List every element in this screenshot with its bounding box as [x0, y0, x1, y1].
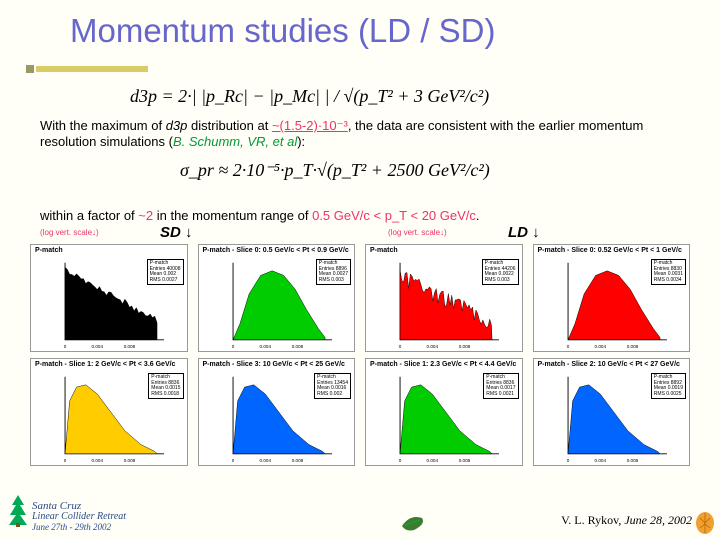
histogram-panel: P-matchP-matchEntries 40008Mean 0.002RMS… [30, 244, 188, 352]
svg-text:0.008: 0.008 [626, 344, 638, 349]
histogram-grid: P-matchP-matchEntries 40008Mean 0.002RMS… [30, 244, 690, 466]
log-scale-label-right: (log vert. scale↓) [388, 228, 447, 237]
svg-text:0.008: 0.008 [124, 458, 136, 463]
t: in the momentum range of [153, 208, 312, 223]
conf-line-3: June 27th - 29th 2002 [32, 523, 126, 532]
histogram-plot: 0 0.004 0.008 [201, 257, 353, 349]
sd-label: SD ↓ [160, 224, 193, 241]
citation: B. Schumm, VR, et al [173, 134, 297, 149]
histogram-plot: 0 0.004 0.008 [536, 371, 688, 463]
histogram-panel: P-match - Slice 1: 2 GeV/c < Pt < 3.6 Ge… [30, 358, 188, 466]
svg-text:0: 0 [64, 458, 67, 463]
svg-text:0.004: 0.004 [427, 458, 439, 463]
svg-text:0.004: 0.004 [594, 458, 606, 463]
t: ): [297, 134, 305, 149]
histogram-plot: 0 0.004 0.008 [33, 371, 185, 463]
accent-square [26, 65, 34, 73]
eq2-text: σ_pr ≈ 2·10⁻⁵·p_T·√(p_T² + 2500 GeV²/c²) [180, 160, 490, 180]
page-title: Momentum studies (LD / SD) [70, 12, 495, 50]
svg-text:0.004: 0.004 [92, 458, 104, 463]
svg-text:0: 0 [231, 344, 234, 349]
svg-text:0.008: 0.008 [459, 344, 471, 349]
panel-title: P-match [370, 247, 398, 254]
svg-text:0: 0 [566, 458, 569, 463]
svg-text:0: 0 [399, 344, 402, 349]
d3p: d3p [166, 118, 188, 133]
svg-text:0.004: 0.004 [594, 344, 606, 349]
equation-2: σ_pr ≈ 2·10⁻⁵·p_T·√(p_T² + 2500 GeV²/c²) [180, 160, 490, 181]
t: within a factor of [40, 208, 138, 223]
value-range: ~(1.5-2)·10⁻³ [272, 118, 348, 133]
panel-title: P-match - Slice 3: 10 GeV/c < Pt < 25 Ge… [203, 361, 345, 368]
histogram-panel: P-match - Slice 0: 0.5 GeV/c < Pt < 0.9 … [198, 244, 356, 352]
svg-text:0.004: 0.004 [427, 344, 439, 349]
body-text-1: With the maximum of d3p distribution at … [40, 118, 696, 151]
conference-logo: Santa Cruz Linear Collider Retreat June … [32, 501, 126, 532]
accent-bar [36, 66, 148, 72]
t: distribution at [187, 118, 272, 133]
leaf-icon-right [694, 510, 716, 536]
histogram-panel: P-match - Slice 3: 10 GeV/c < Pt < 25 Ge… [198, 358, 356, 466]
histogram-panel: P-matchP-matchEntries 44206Mean 0.0022RM… [365, 244, 523, 352]
log-scale-label-left: (log vert. scale↓) [40, 228, 99, 237]
factor: ~2 [138, 208, 153, 223]
svg-text:0.004: 0.004 [92, 344, 104, 349]
histogram-panel: P-match - Slice 0: 0.52 GeV/c < Pt < 1 G… [533, 244, 691, 352]
author: V. L. Rykov, [561, 513, 624, 527]
body-text-2: within a factor of ~2 in the momentum ra… [40, 208, 480, 223]
leaf-icon-left [400, 512, 428, 534]
t: . [476, 208, 480, 223]
svg-text:0.004: 0.004 [259, 458, 271, 463]
tree-icon [8, 495, 28, 527]
svg-text:0.008: 0.008 [626, 458, 638, 463]
panel-title: P-match - Slice 0: 0.5 GeV/c < Pt < 0.9 … [203, 247, 349, 254]
range: 0.5 GeV/c < p_T < 20 GeV/c [312, 208, 476, 223]
svg-text:0.008: 0.008 [459, 458, 471, 463]
panel-title: P-match - Slice 2: 10 GeV/c < Pt < 27 Ge… [538, 361, 680, 368]
panel-title: P-match [35, 247, 63, 254]
panel-title: P-match - Slice 1: 2.3 GeV/c < Pt < 4.4 … [370, 361, 516, 368]
eq1-text: d3p = 2·| |p_Rc| − |p_Mc| | / √(p_T² + 3… [130, 86, 489, 107]
histogram-plot: 0 0.004 0.008 [536, 257, 688, 349]
panel-title: P-match - Slice 0: 0.52 GeV/c < Pt < 1 G… [538, 247, 682, 254]
histogram-plot: 0 0.004 0.008 [368, 257, 520, 349]
svg-text:0: 0 [399, 458, 402, 463]
svg-text:0: 0 [566, 344, 569, 349]
svg-text:0.008: 0.008 [291, 344, 303, 349]
t: With the maximum of [40, 118, 166, 133]
date: June 28, 2002 [624, 513, 692, 527]
slide-root: Momentum studies (LD / SD) d3p = 2·| |p_… [0, 0, 720, 540]
footer: Santa Cruz Linear Collider Retreat June … [0, 480, 720, 540]
conf-line-2: Linear Collider Retreat [32, 512, 126, 523]
svg-text:0: 0 [231, 458, 234, 463]
svg-text:0.004: 0.004 [259, 344, 271, 349]
attribution: V. L. Rykov, June 28, 2002 [561, 513, 692, 528]
ld-label: LD ↓ [508, 224, 540, 241]
svg-text:0.008: 0.008 [124, 344, 136, 349]
svg-text:0: 0 [64, 344, 67, 349]
histogram-plot: 0 0.004 0.008 [33, 257, 185, 349]
histogram-plot: 0 0.004 0.008 [368, 371, 520, 463]
histogram-plot: 0 0.004 0.008 [201, 371, 353, 463]
histogram-panel: P-match - Slice 1: 2.3 GeV/c < Pt < 4.4 … [365, 358, 523, 466]
histogram-panel: P-match - Slice 2: 10 GeV/c < Pt < 27 Ge… [533, 358, 691, 466]
equation-1: d3p = 2·| |p_Rc| − |p_Mc| | / √(p_T² + 3… [130, 80, 550, 112]
panel-title: P-match - Slice 1: 2 GeV/c < Pt < 3.6 Ge… [35, 361, 175, 368]
svg-text:0.008: 0.008 [291, 458, 303, 463]
